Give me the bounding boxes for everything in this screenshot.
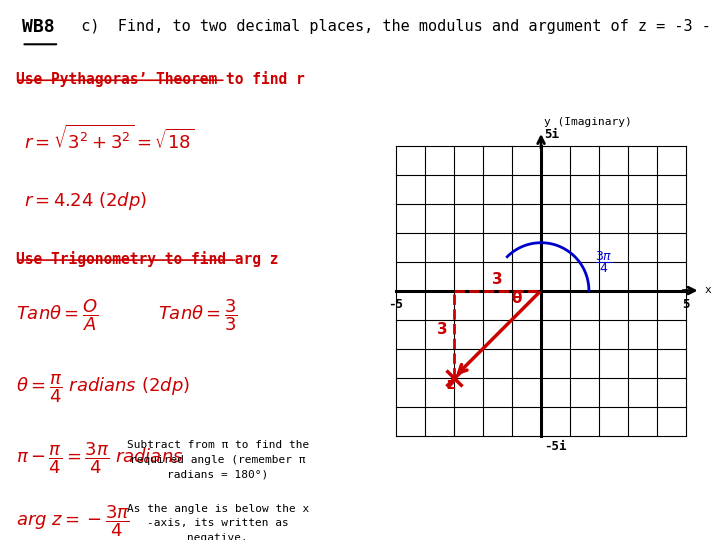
Text: 5i: 5i <box>544 128 559 141</box>
Text: Subtract from π to find the
required angle (remember π
radians = 180°): Subtract from π to find the required ang… <box>127 441 309 480</box>
Text: 5: 5 <box>683 298 690 311</box>
Text: $Tan\theta = \dfrac{O}{A}$: $Tan\theta = \dfrac{O}{A}$ <box>16 297 99 333</box>
Text: WB8: WB8 <box>22 18 54 36</box>
Text: -5: -5 <box>389 298 404 311</box>
Text: $Tan\theta = \dfrac{3}{3}$: $Tan\theta = \dfrac{3}{3}$ <box>158 297 238 333</box>
Text: Use Trigonometry to find arg z: Use Trigonometry to find arg z <box>16 251 279 267</box>
Text: $\dfrac{3\pi}{4}$: $\dfrac{3\pi}{4}$ <box>595 249 612 275</box>
Text: Use Pythagoras’ Theorem to find r: Use Pythagoras’ Theorem to find r <box>16 71 305 87</box>
Text: c)  Find, to two decimal places, the modulus and argument of z = -3 - 3i: c) Find, to two decimal places, the modu… <box>63 19 720 35</box>
Text: As the angle is below the x
-axis, its written as
negative.: As the angle is below the x -axis, its w… <box>127 503 309 540</box>
Text: 3: 3 <box>492 272 503 287</box>
Text: z: z <box>447 377 456 392</box>
Text: $r = 4.24\ (2dp)$: $r = 4.24\ (2dp)$ <box>24 190 147 212</box>
Text: y (Imaginary): y (Imaginary) <box>544 117 631 127</box>
Text: $\pi - \dfrac{\pi}{4} = \dfrac{3\pi}{4}\ radians$: $\pi - \dfrac{\pi}{4} = \dfrac{3\pi}{4}\… <box>16 441 184 476</box>
Text: $r = \sqrt{3^2 + 3^2} = \sqrt{18}$: $r = \sqrt{3^2 + 3^2} = \sqrt{18}$ <box>24 125 194 153</box>
Text: -5i: -5i <box>544 440 567 453</box>
Text: x (Real): x (Real) <box>705 284 720 294</box>
Text: 3: 3 <box>436 322 447 337</box>
Text: θ: θ <box>511 291 521 306</box>
Text: $\theta = \dfrac{\pi}{4}\ radians\ (2dp)$: $\theta = \dfrac{\pi}{4}\ radians\ (2dp)… <box>16 373 190 405</box>
Text: $arg\ z = -\dfrac{3\pi}{4}$: $arg\ z = -\dfrac{3\pi}{4}$ <box>16 503 130 539</box>
